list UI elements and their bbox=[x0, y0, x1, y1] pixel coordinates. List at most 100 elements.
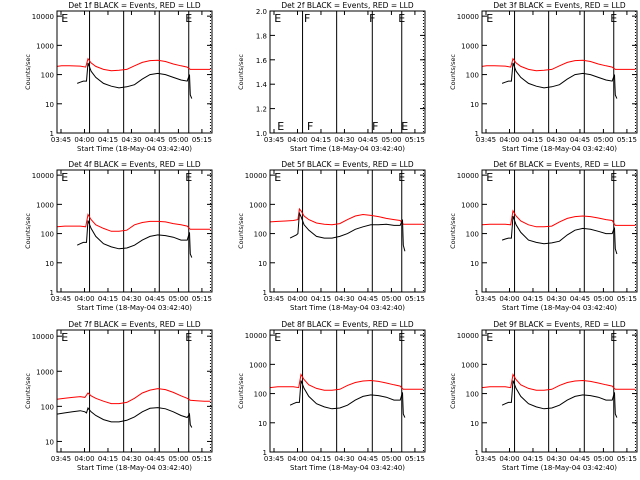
y-tick-label: 1 bbox=[50, 130, 54, 138]
x-tick-label: 03:45 bbox=[264, 136, 284, 144]
y-tick-label: 10000 bbox=[457, 332, 479, 340]
segment-marker-label: E bbox=[398, 12, 405, 25]
x-tick-label: 03:45 bbox=[51, 455, 71, 463]
detector-panel-5: Det 5f BLACK = Events, RED = LLD Start Ti… bbox=[237, 160, 426, 312]
panel-title: Det 6f BLACK = Events, RED = LLD bbox=[493, 160, 626, 169]
x-axis-label: Start Time (18-May-04 03:42:40) bbox=[502, 304, 617, 312]
detector-panel-3: Det 3f BLACK = Events, RED = LLD Start Ti… bbox=[449, 1, 638, 153]
x-axis-label: Start Time (18-May-04 03:42:40) bbox=[77, 145, 192, 153]
x-tick-label: 04:00 bbox=[287, 295, 307, 303]
y-tick-label: 1 bbox=[475, 449, 479, 457]
x-tick-label: 04:00 bbox=[287, 136, 307, 144]
detector-panel-1: Det 1f BLACK = Events, RED = LLD Start Ti… bbox=[24, 1, 213, 153]
plot-frame bbox=[481, 10, 638, 134]
y-tick-label: 1 bbox=[263, 289, 267, 297]
x-tick-label: 05:00 bbox=[381, 455, 401, 463]
x-tick-label: 04:30 bbox=[334, 455, 354, 463]
y-tick-label: 1000 bbox=[461, 201, 479, 209]
y-tick-label: 10000 bbox=[32, 333, 54, 341]
segment-marker-label: E bbox=[274, 331, 281, 344]
x-axis-label: Start Time (18-May-04 03:42:40) bbox=[290, 464, 405, 472]
y-tick-label: 10 bbox=[470, 420, 479, 428]
y-axis-label: Counts/sec bbox=[449, 373, 457, 409]
x-tick-label: 04:45 bbox=[145, 136, 165, 144]
y-tick-label: 10000 bbox=[457, 172, 479, 180]
segment-marker-label: E bbox=[185, 12, 192, 25]
x-tick-label: 04:00 bbox=[499, 455, 519, 463]
y-tick-label: 10 bbox=[45, 438, 54, 446]
segment-marker-label: E bbox=[610, 331, 617, 344]
y-tick-label: 10000 bbox=[245, 172, 267, 180]
x-tick-label: 04:00 bbox=[74, 295, 94, 303]
segment-marker-label-bottom: E bbox=[277, 120, 284, 133]
segment-marker-label: E bbox=[185, 331, 192, 344]
detector-panel-4: Det 4f BLACK = Events, RED = LLD Start Ti… bbox=[24, 160, 213, 312]
segment-marker-label: E bbox=[61, 171, 68, 184]
plot-frame bbox=[481, 329, 638, 453]
x-tick-label: 05:00 bbox=[168, 136, 188, 144]
y-tick-label: 10000 bbox=[245, 332, 267, 340]
segment-marker-label: E bbox=[61, 12, 68, 25]
plot-frame bbox=[269, 329, 426, 453]
x-tick-label: 04:30 bbox=[546, 295, 566, 303]
x-tick-label: 03:45 bbox=[264, 295, 284, 303]
lld-rate-line bbox=[56, 213, 211, 232]
x-tick-label: 05:00 bbox=[168, 455, 188, 463]
x-tick-label: 04:00 bbox=[499, 295, 519, 303]
y-axis-label: Counts/sec bbox=[237, 373, 245, 409]
panel-title: Det 3f BLACK = Events, RED = LLD bbox=[493, 1, 626, 10]
x-tick-label: 04:45 bbox=[358, 136, 378, 144]
x-tick-label: 03:45 bbox=[476, 455, 496, 463]
x-tick-label: 05:15 bbox=[405, 295, 425, 303]
y-tick-label: 100 bbox=[466, 72, 479, 80]
segment-marker-label-bottom: F bbox=[307, 120, 313, 133]
x-tick-label: 04:30 bbox=[121, 455, 141, 463]
detector-panel-6: Det 6f BLACK = Events, RED = LLD Start Ti… bbox=[449, 160, 638, 312]
x-tick-label: 05:15 bbox=[192, 136, 212, 144]
x-tick-label: 04:00 bbox=[74, 455, 94, 463]
panel-title: Det 4f BLACK = Events, RED = LLD bbox=[68, 160, 201, 169]
x-tick-label: 03:45 bbox=[476, 295, 496, 303]
plot-frame bbox=[269, 10, 426, 134]
plot-frame bbox=[56, 169, 213, 293]
x-tick-label: 04:30 bbox=[546, 136, 566, 144]
x-tick-label: 04:15 bbox=[523, 295, 543, 303]
y-axis-label: Counts/sec bbox=[449, 54, 457, 90]
segment-marker-label: E bbox=[610, 171, 617, 184]
segment-marker-label: E bbox=[398, 331, 405, 344]
x-tick-label: 04:15 bbox=[311, 455, 331, 463]
x-tick-label: 05:00 bbox=[168, 295, 188, 303]
x-tick-label: 04:15 bbox=[98, 455, 118, 463]
lld-rate-line bbox=[56, 57, 211, 72]
x-tick-label: 04:30 bbox=[334, 295, 354, 303]
y-tick-label: 1000 bbox=[249, 361, 267, 369]
y-tick-label: 1 bbox=[263, 449, 267, 457]
y-tick-label: 1.6 bbox=[256, 57, 268, 65]
x-tick-label: 04:45 bbox=[145, 455, 165, 463]
detector-panel-7: Det 7f BLACK = Events, RED = LLD Start Ti… bbox=[24, 320, 213, 472]
x-axis-label: Start Time (18-May-04 03:42:40) bbox=[77, 464, 192, 472]
panel-title: Det 2f BLACK = Events, RED = LLD bbox=[281, 1, 414, 10]
plot-frame bbox=[56, 329, 213, 453]
x-tick-label: 05:15 bbox=[405, 136, 425, 144]
y-axis-label: Counts/sec bbox=[24, 54, 32, 90]
segment-marker-label-bottom: E bbox=[401, 120, 408, 133]
x-tick-label: 05:00 bbox=[381, 136, 401, 144]
y-tick-label: 10 bbox=[470, 260, 479, 268]
y-tick-label: 1 bbox=[475, 130, 479, 138]
y-tick-label: 1.8 bbox=[256, 32, 267, 40]
x-axis-label: Start Time (18-May-04 03:42:40) bbox=[290, 145, 405, 153]
segment-marker-label: E bbox=[486, 331, 493, 344]
x-tick-label: 04:00 bbox=[74, 136, 94, 144]
y-tick-label: 10000 bbox=[32, 13, 54, 21]
events-rate-line bbox=[289, 380, 406, 418]
x-tick-label: 03:45 bbox=[51, 295, 71, 303]
segment-marker-label: E bbox=[274, 171, 281, 184]
x-tick-label: 05:00 bbox=[593, 136, 613, 144]
x-tick-label: 04:15 bbox=[523, 455, 543, 463]
detector-panel-9: Det 9f BLACK = Events, RED = LLD Start Ti… bbox=[449, 320, 638, 472]
panel-title: Det 5f BLACK = Events, RED = LLD bbox=[281, 160, 414, 169]
y-axis-label: Counts/sec bbox=[24, 213, 32, 249]
x-tick-label: 04:00 bbox=[287, 455, 307, 463]
y-tick-label: 100 bbox=[41, 72, 54, 80]
